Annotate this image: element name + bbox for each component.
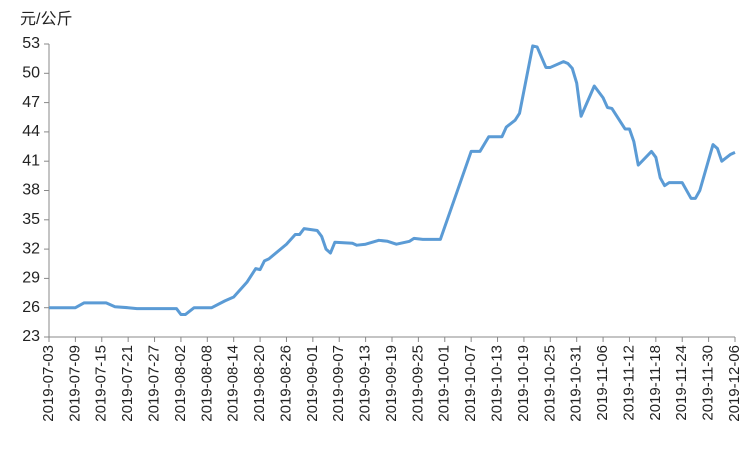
y-tick-label: 41 xyxy=(22,152,40,169)
y-tick-label: 23 xyxy=(22,328,40,345)
line xyxy=(49,44,736,317)
x-tick-label: 2019-07-03 xyxy=(40,345,57,422)
x-tick-label: 2019-11-18 xyxy=(647,345,664,421)
x-tick-label: 2019-10-19 xyxy=(515,345,532,422)
y-tick-label: 50 xyxy=(22,65,40,82)
y-tick-label: 35 xyxy=(22,211,40,228)
x-tick-label: 2019-11-12 xyxy=(620,345,637,421)
x-tick-label: 2019-10-31 xyxy=(568,345,585,422)
y-tick-label: 26 xyxy=(22,299,40,316)
x-tick-label: 2019-07-27 xyxy=(146,345,163,422)
x-tick-label: 2019-10-25 xyxy=(541,345,558,422)
x-tick-label: 2019-11-06 xyxy=(594,345,611,421)
x-tick-label: 2019-11-30 xyxy=(700,345,717,421)
x-tick-label: 2019-07-09 xyxy=(66,345,83,422)
x-tick-label: 2019-09-25 xyxy=(409,345,426,422)
x-tick-label: 2019-09-19 xyxy=(383,345,400,422)
x-tick-label: 2019-12-06 xyxy=(726,345,743,422)
x-tick-label: 2019-07-21 xyxy=(119,345,136,422)
x-tick-label: 2019-08-14 xyxy=(225,345,242,422)
x-tick-label: 2019-09-07 xyxy=(330,345,347,422)
y-tick-label: 53 xyxy=(22,35,40,52)
x-tick-label: 2019-10-13 xyxy=(489,345,506,422)
x-tick-label: 2019-10-07 xyxy=(462,345,479,422)
x-tick-label: 2019-09-01 xyxy=(304,345,321,422)
y-axis-label: 元/公斤 xyxy=(20,10,72,28)
y-tick-label: 44 xyxy=(22,123,40,140)
x-tick-label: 2019-09-13 xyxy=(357,345,374,422)
x-tick-label: 2019-07-15 xyxy=(93,345,110,422)
x-tick-label: 2019-10-01 xyxy=(436,345,453,422)
y-tick-label: 29 xyxy=(22,270,40,287)
y-tick-label: 38 xyxy=(22,182,40,199)
y-tick-label: 47 xyxy=(22,94,40,111)
x-tick-label: 2019-11-24 xyxy=(673,345,690,421)
y-tick-label: 32 xyxy=(22,240,40,257)
x-tick-label: 2019-08-20 xyxy=(251,345,268,422)
x-tick-label: 2019-08-26 xyxy=(277,345,294,422)
x-tick-label: 2019-08-08 xyxy=(198,345,215,422)
x-tick-label: 2019-08-02 xyxy=(172,345,189,422)
